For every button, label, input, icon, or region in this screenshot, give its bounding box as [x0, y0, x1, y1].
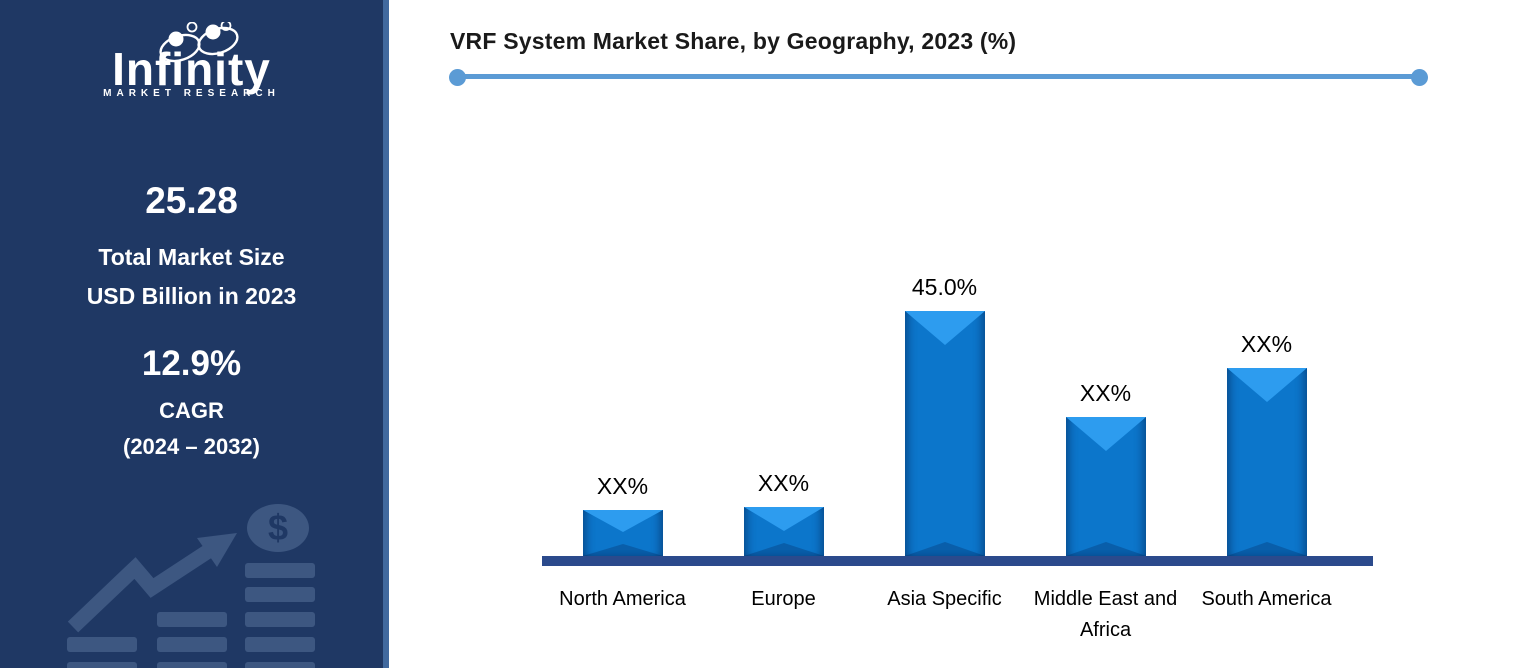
category-label-south-america: South America [1201, 588, 1332, 610]
x-axis-baseline [542, 556, 1373, 566]
bar-bottom-bevel [582, 544, 663, 556]
svg-text:$: $ [268, 507, 288, 548]
bar-bottom-bevel [904, 542, 985, 556]
cagr-value: 12.9% [141, 344, 242, 383]
finance-growth-watermark: $ [67, 504, 315, 668]
cagr-period: (2024 – 2032) [123, 434, 260, 459]
bar-value-label-north-america: XX% [596, 473, 649, 499]
category-label-north-america: North America [559, 588, 686, 610]
company-logo: Infinity MARKET RESEARCH [0, 22, 383, 114]
sidebar: Infinity MARKET RESEARCH 25.28 Total Mar… [0, 0, 389, 668]
bar-bottom-bevel [1065, 542, 1146, 556]
bar-value-label-south-america: XX% [1240, 331, 1293, 357]
category-label-europe: Europe [751, 588, 816, 610]
infinity-logo-icon [159, 22, 239, 63]
bar-top-bevel [1226, 368, 1307, 402]
bar-top-bevel [1065, 417, 1146, 451]
total-market-size-label: Total Market Size [98, 244, 285, 270]
bar-top-bevel [743, 507, 824, 531]
bar-north-america [582, 510, 663, 556]
chart-title: VRF System Market Share, by Geography, 2… [450, 28, 1017, 54]
dollar-coin-icon: $ [247, 504, 309, 552]
total-market-size-unit: USD Billion in 2023 [86, 283, 297, 309]
total-market-size-value: 25.28 [145, 180, 238, 221]
cagr-label: CAGR [159, 398, 224, 423]
category-label-asia-specific: Asia Specific [887, 588, 1002, 610]
bar-value-label-europe: XX% [757, 470, 810, 496]
bar-top-bevel [582, 510, 663, 532]
title-divider-line [457, 74, 1419, 79]
x-axis-labels: North America Europe Asia Specific Middle E… [542, 584, 1373, 664]
bar-value-label-asia-specific: 45.0% [911, 274, 978, 300]
bar-bottom-bevel [1226, 542, 1307, 556]
bar-bottom-bevel [743, 543, 824, 556]
chart-panel: VRF System Market Share, by Geography, 2… [395, 0, 1528, 668]
logo-subtitle-text: MARKET RESEARCH [103, 88, 280, 99]
bar-south-america [1226, 368, 1307, 556]
bar-europe [743, 507, 824, 556]
category-label-middle-east-and-africa: Middle East and Africa [1033, 588, 1178, 641]
growth-arrow-icon [67, 533, 237, 633]
divider-dot-left [449, 69, 466, 86]
logo-brand-text: Infinity [112, 43, 271, 95]
bar-asia-specific [904, 311, 985, 556]
bar-top-bevel [904, 311, 985, 345]
bar-stack-icon [67, 563, 315, 668]
plot-area: XX% XX% 45.0% XX% XX% [542, 0, 1373, 566]
bar-value-label-middle-east-and-africa: XX% [1079, 380, 1132, 406]
divider-dot-right [1411, 69, 1428, 86]
bar-middle-east-and-africa [1065, 417, 1146, 556]
